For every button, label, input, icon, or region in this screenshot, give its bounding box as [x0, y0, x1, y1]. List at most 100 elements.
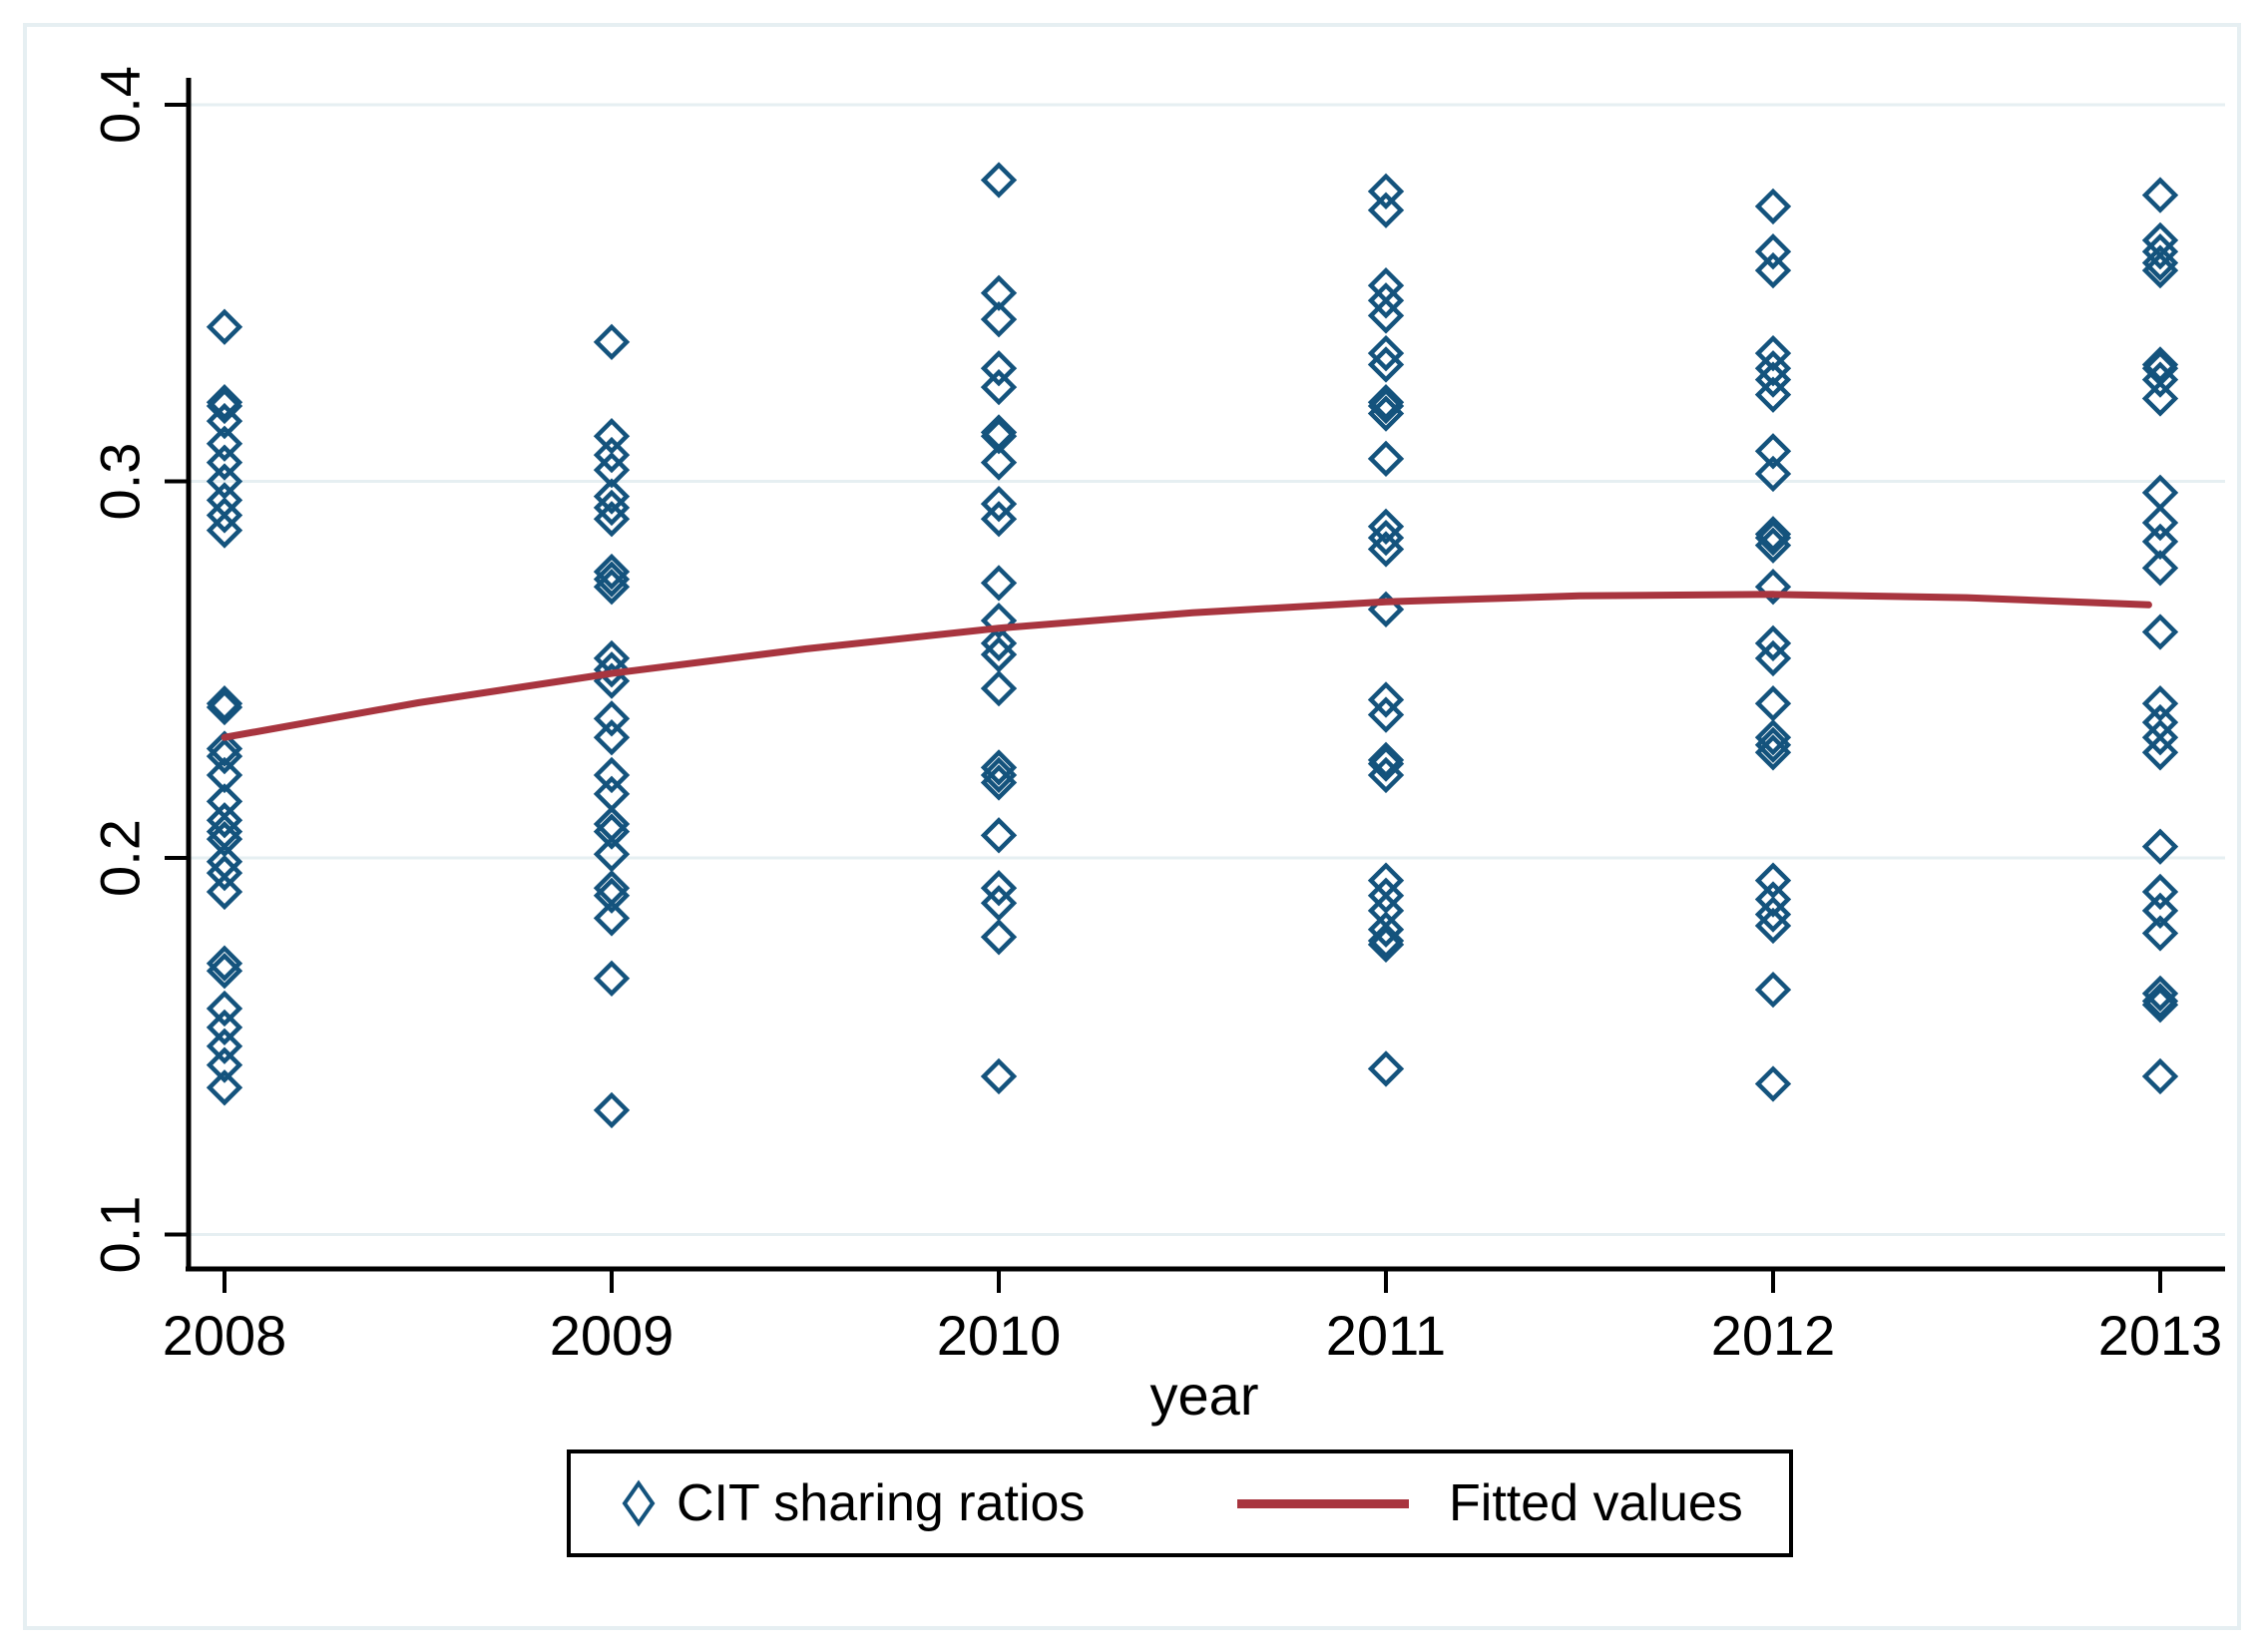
data-point-diamond [980, 885, 1018, 922]
data-point-diamond [1367, 531, 1405, 568]
data-point-diamond [2141, 983, 2179, 1020]
legend: CIT sharing ratios Fitted values [567, 1449, 1793, 1557]
data-point-diamond [1367, 911, 1405, 948]
data-point-diamond [1754, 1065, 1792, 1102]
data-point-diamond [2141, 873, 2179, 911]
data-point-diamond [1754, 569, 1792, 606]
data-point-diamond [1367, 696, 1405, 733]
x-tick-label: 2011 [1326, 1304, 1446, 1367]
data-point-diamond [980, 300, 1018, 338]
data-point-diamond [593, 900, 631, 937]
data-point-diamond [2141, 233, 2179, 270]
data-point-diamond [593, 451, 631, 489]
data-point-diamond [206, 802, 243, 839]
data-point-diamond [1754, 350, 1792, 387]
fitted-line-icon [1237, 1499, 1409, 1508]
data-point-diamond [593, 1091, 631, 1129]
fitted-values-path [221, 591, 2152, 741]
data-point-diamond [593, 323, 631, 361]
data-point-diamond [980, 919, 1018, 956]
data-point-diamond [1754, 881, 1792, 918]
data-point-diamond [1754, 233, 1792, 270]
data-point-diamond [1367, 282, 1405, 319]
fitted-values-line [221, 591, 2152, 741]
data-point-diamond [1754, 971, 1792, 1009]
data-point-diamond [1367, 508, 1405, 545]
diamond-marker-icon [622, 1479, 656, 1527]
data-point-diamond [206, 1046, 243, 1083]
data-point-diamond [2141, 523, 2179, 561]
data-point-diamond [593, 561, 631, 598]
data-point-diamond [593, 569, 631, 606]
data-point-diamond [1754, 734, 1792, 771]
data-point-diamond [206, 820, 243, 858]
figure-frame [23, 23, 2241, 1630]
data-point-diamond [206, 953, 243, 990]
data-point-diamond [980, 817, 1018, 854]
data-point-diamond [206, 685, 243, 722]
data-point-diamond [2141, 504, 2179, 542]
data-point-diamond [206, 873, 243, 911]
data-point-diamond [980, 749, 1018, 786]
legend-label-fit: Fitted values [1449, 1474, 1743, 1532]
data-point-diamond [2141, 550, 2179, 587]
data-point-diamond [1754, 361, 1792, 398]
data-point-diamond [1754, 639, 1792, 677]
data-point-diamond [593, 813, 631, 850]
data-point-diamond [593, 836, 631, 873]
data-point-diamond [1367, 756, 1405, 794]
axes [186, 78, 2225, 1272]
data-point-diamond [1754, 188, 1792, 225]
data-point-diamond [2141, 614, 2179, 650]
data-point-diamond [593, 877, 631, 914]
data-point-diamond [206, 737, 243, 775]
data-point-diamond [206, 688, 243, 726]
data-point-diamond [593, 775, 631, 813]
data-point-diamond [1367, 334, 1405, 372]
data-point-diamond [1367, 297, 1405, 334]
legend-box [567, 1449, 1793, 1557]
data-point-diamond [2141, 828, 2179, 865]
data-point-diamond [1367, 387, 1405, 425]
data-point-diamond [593, 553, 631, 591]
data-point-diamond [593, 700, 631, 737]
data-point-diamond [2141, 987, 2179, 1024]
data-point-diamond [980, 565, 1018, 602]
data-point-diamond [980, 764, 1018, 801]
data-point-diamond [1754, 685, 1792, 722]
data-point-diamond [1367, 192, 1405, 228]
data-point-diamond [206, 990, 243, 1028]
data-point-diamond [1367, 741, 1405, 779]
data-point-diamond [980, 350, 1018, 387]
x-tick-label: 2013 [2098, 1304, 2223, 1367]
data-point-diamond [206, 387, 243, 425]
data-point-diamond [206, 1069, 243, 1106]
data-point-diamond [1754, 433, 1792, 470]
data-point-diamond [980, 870, 1018, 907]
data-point-diamond [1754, 519, 1792, 557]
data-point-diamond [980, 162, 1018, 199]
data-point-diamond [1754, 455, 1792, 493]
data-point-diamond [1754, 862, 1792, 899]
data-point-diamond [1367, 519, 1405, 557]
data-point-diamond [980, 635, 1018, 673]
data-point-diamond [980, 1057, 1018, 1095]
data-point-diamond [206, 497, 243, 534]
x-tick-label: 2012 [1711, 1304, 1836, 1367]
data-point-diamond [2141, 1057, 2179, 1095]
data-point-diamond [2141, 734, 2179, 771]
data-point-diamond [980, 444, 1018, 481]
data-point-diamond [206, 756, 243, 794]
data-point-diamond [206, 384, 243, 421]
data-point-diamond [980, 756, 1018, 794]
data-point-diamond [980, 485, 1018, 523]
data-point-diamond [593, 756, 631, 794]
data-point-diamond [593, 478, 631, 515]
data-point-diamond [2141, 915, 2179, 952]
x-axis-title: year [1150, 1364, 1259, 1427]
x-tick-label: 2008 [163, 1304, 287, 1367]
data-point-diamond [1367, 922, 1405, 960]
